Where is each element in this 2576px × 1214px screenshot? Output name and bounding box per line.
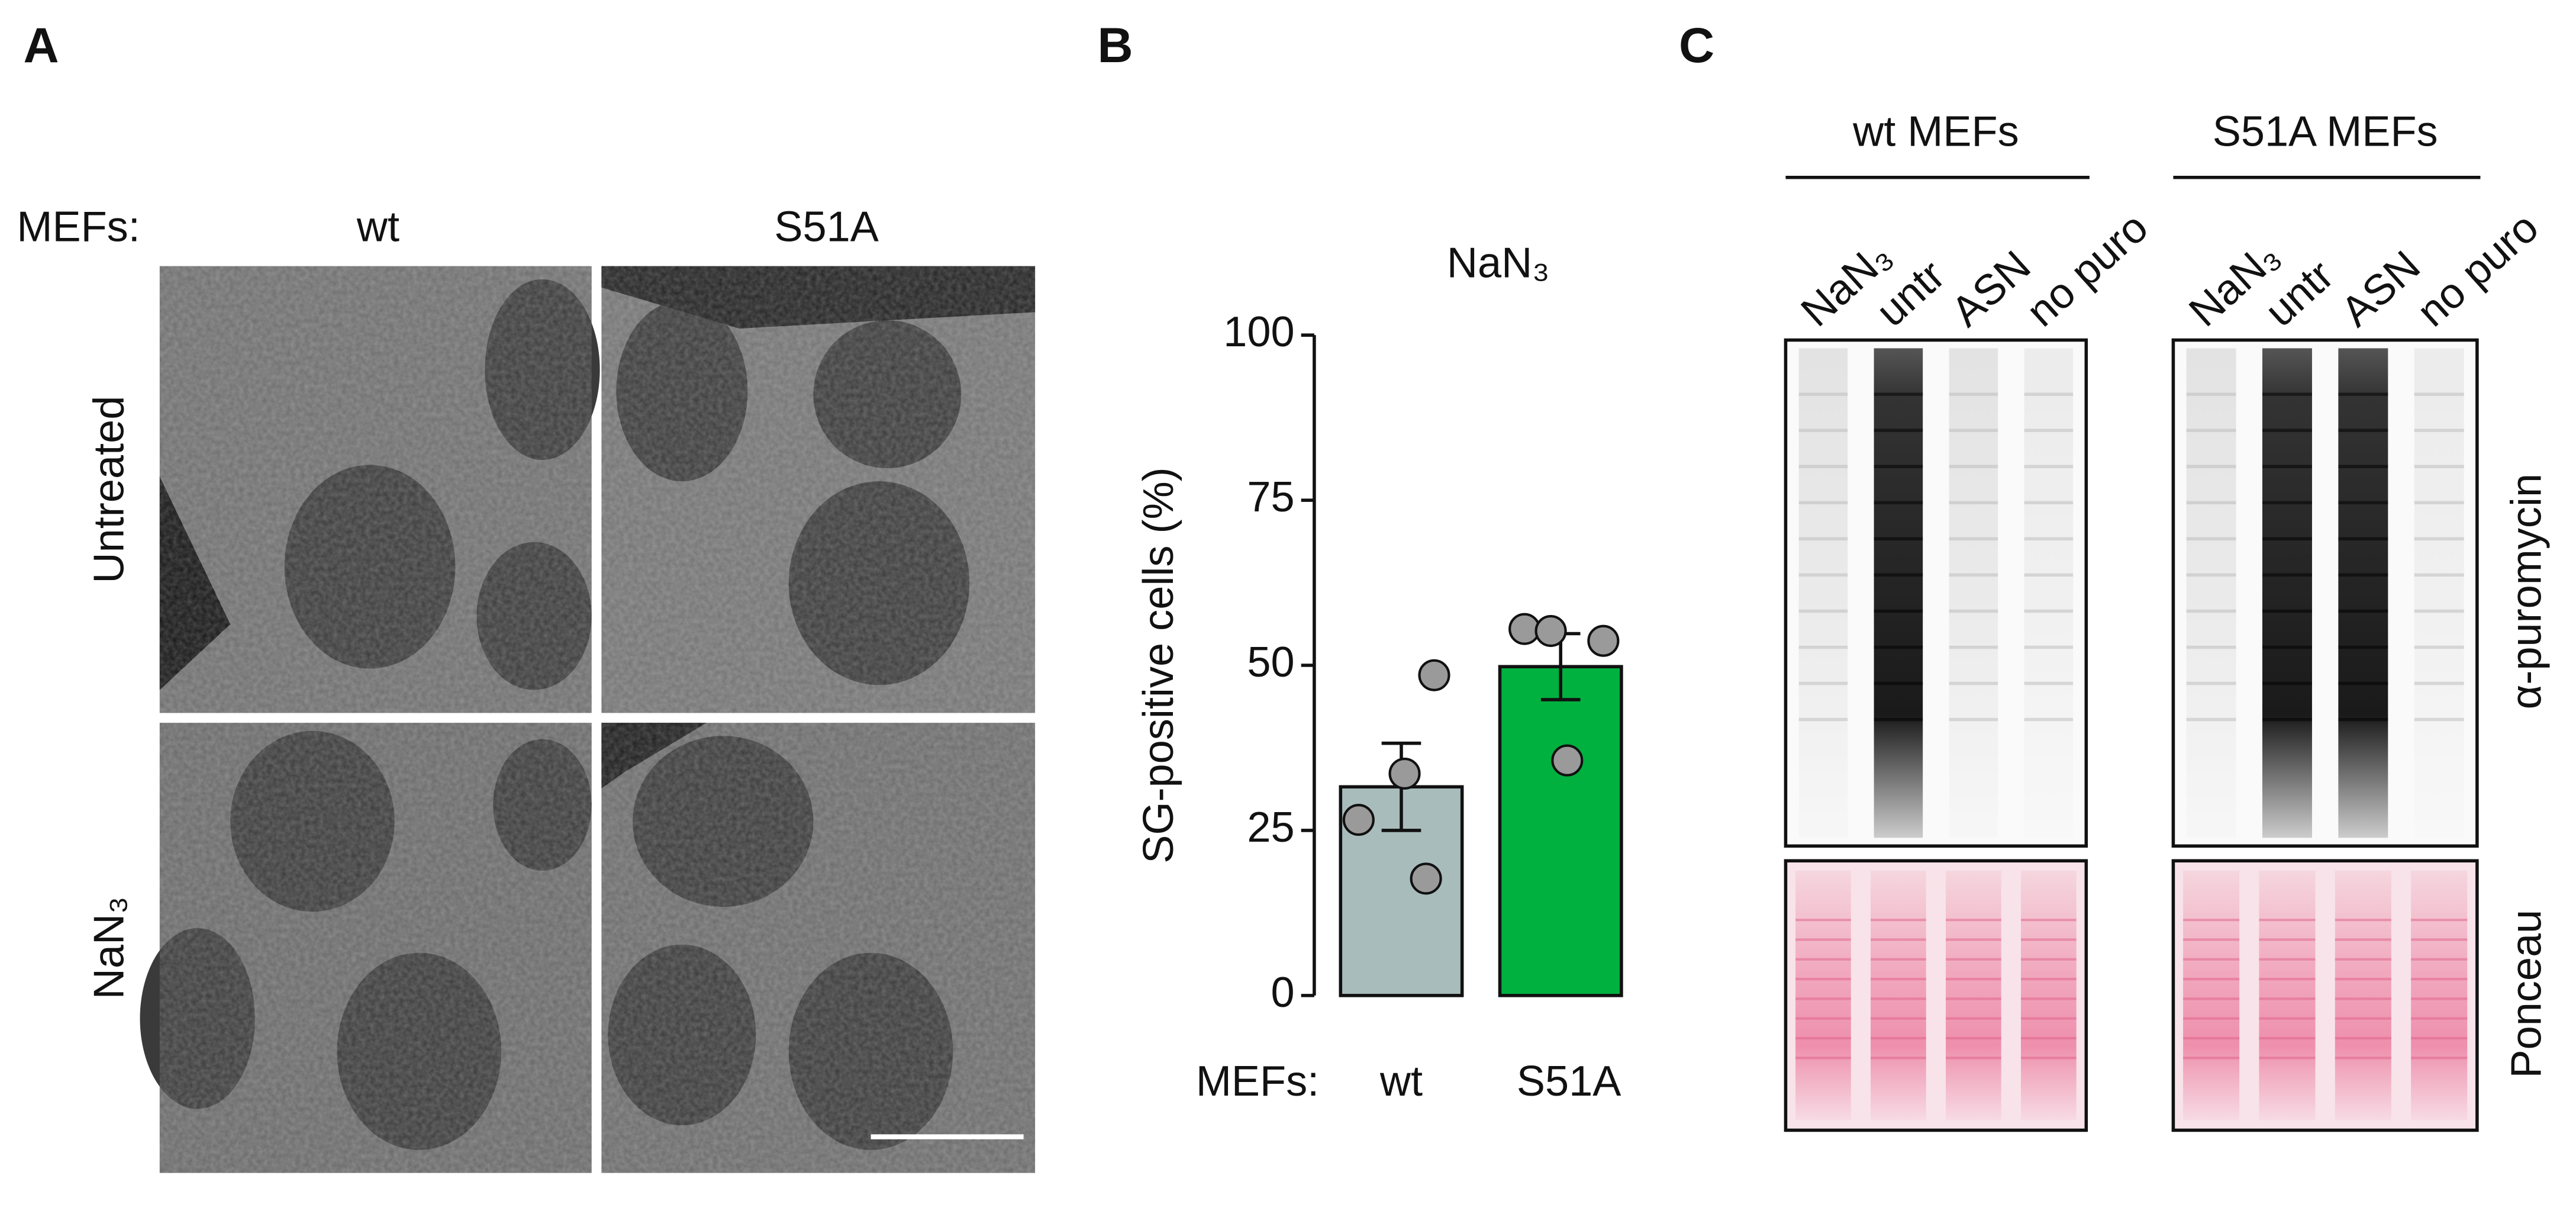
y-axis-label: SG-positive cells (%)	[1135, 467, 1182, 863]
data-point	[1508, 613, 1541, 645]
row-label: Untreated	[85, 396, 133, 584]
x-prefix: MEFs:	[1196, 1058, 1319, 1105]
panel-letter: C	[1679, 18, 1714, 73]
blot-lane	[2024, 348, 2074, 838]
lane-label: NaN₃	[2180, 232, 2288, 336]
ponceau-lane	[1795, 870, 1851, 1120]
data-point	[1342, 804, 1375, 836]
data-point	[1551, 744, 1584, 777]
column-label: wt	[356, 204, 399, 251]
x-tick-label: S51A	[1517, 1058, 1621, 1105]
blot-lane	[2262, 348, 2312, 838]
lane-label: no puro	[2018, 204, 2157, 336]
ponceau-lane	[2183, 870, 2240, 1120]
row-label: α-puromycin	[2503, 474, 2551, 709]
ponceau-lane	[2021, 870, 2077, 1120]
chart-title: NaN₃	[1447, 240, 1550, 287]
row-label: Ponceau	[2503, 910, 2551, 1078]
y-tick-label: 50	[1247, 639, 1294, 686]
ponceau-lane	[2259, 870, 2316, 1120]
micrographs	[140, 266, 1036, 1173]
row-label: NaN₃	[85, 897, 133, 1000]
lane-label: ASN	[2332, 242, 2429, 336]
ponceau-lane	[2411, 870, 2468, 1120]
x-tick-label: wt	[1379, 1058, 1423, 1105]
y-tick-label: 0	[1271, 969, 1294, 1016]
panel-c: C α-puromycin Ponceau wt MEFsNaN₃untrASN…	[1679, 18, 2551, 1132]
row-prefix: MEFs:	[17, 204, 140, 251]
bar	[1498, 665, 1623, 997]
column-label: S51A	[774, 204, 878, 251]
lane-label: no puro	[2408, 204, 2547, 336]
y-tick-label: 25	[1247, 804, 1294, 851]
panel-a: A MEFs: wt S51A Untreated NaN₃	[17, 18, 1036, 1173]
blot-lane	[1874, 348, 1923, 838]
ponceau-lane	[1946, 870, 2001, 1120]
data-point	[1587, 624, 1620, 657]
data-point	[1388, 757, 1421, 790]
y-tick-label: 100	[1223, 308, 1294, 356]
panel-b: B NaN₃ SG-positive cells (%) MEFs: 0 25 50…	[1098, 18, 1623, 1105]
ponceau-lane	[1871, 870, 1926, 1120]
lane-label: ASN	[1943, 242, 2040, 336]
blot-lane	[1798, 348, 1848, 838]
blot-lane	[2186, 348, 2236, 838]
data-point	[1534, 614, 1567, 648]
data-point	[1418, 659, 1450, 691]
y-tick-label: 75	[1247, 474, 1294, 521]
blot-lane	[2338, 348, 2388, 838]
panel-letter: A	[23, 18, 59, 73]
data-point	[1410, 862, 1442, 895]
blot-lane	[2414, 348, 2464, 838]
blot-title: S51A MEFs	[2213, 108, 2438, 156]
panel-letter: B	[1098, 18, 1133, 73]
blot-lane	[1949, 348, 1998, 838]
blot-title: wt MEFs	[1852, 108, 2019, 156]
lane-label: NaN₃	[1792, 232, 1901, 336]
ponceau-lane	[2335, 870, 2391, 1120]
